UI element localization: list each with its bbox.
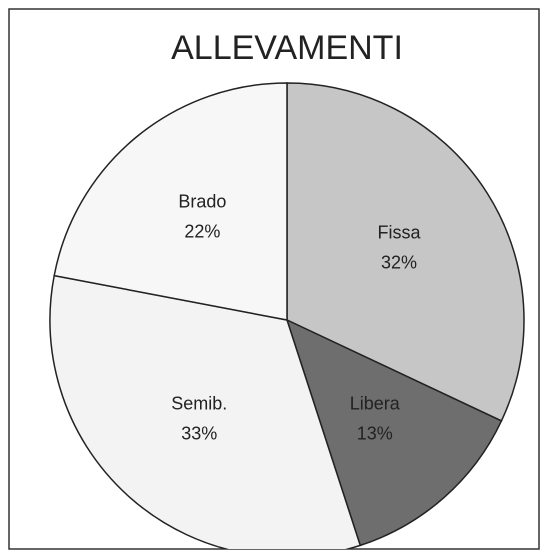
slice-value-label: 22%	[184, 221, 220, 241]
slice-label: Semib.	[171, 393, 227, 413]
pie-slice	[285, 318, 503, 547]
chart-title: ALLEVAMENTI	[171, 29, 403, 67]
slice-label: Libera	[350, 393, 401, 413]
slice-label: Fissa	[378, 223, 422, 243]
slice-value-label: 33%	[181, 423, 217, 443]
slice-value-label: 13%	[357, 423, 393, 443]
pie-slice	[286, 82, 525, 422]
pie	[49, 82, 525, 549]
pie-slice	[49, 274, 362, 549]
slice-label: Brado	[178, 191, 226, 211]
pie-slice	[53, 82, 288, 321]
slice-value-label: 32%	[381, 253, 417, 273]
